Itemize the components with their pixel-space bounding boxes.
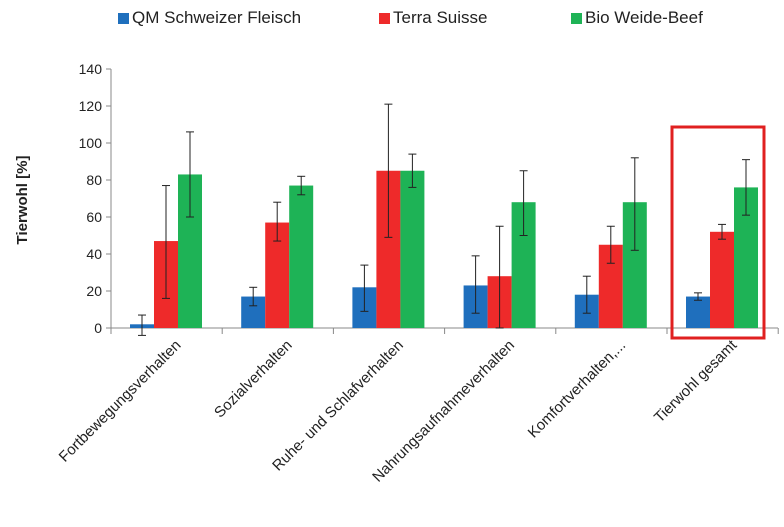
legend-item-qm: QM Schweizer Fleisch <box>118 8 301 28</box>
y-tick-label: 100 <box>79 135 103 151</box>
x-tick-label: Fortbewegungsverhalten <box>56 337 185 466</box>
highlight-box <box>670 125 766 340</box>
legend-label-qm: QM Schweizer Fleisch <box>132 8 302 27</box>
x-tick-label: Tierwohl gesamt <box>651 336 741 426</box>
x-tick-label: Komfortverhalten,... <box>525 337 630 442</box>
legend-label-bio: Bio Weide-Beef <box>585 8 703 27</box>
bar-bio <box>511 202 536 328</box>
y-tick-label: 20 <box>86 283 102 299</box>
legend-swatch-bio <box>571 12 582 24</box>
bar-bio <box>400 170 425 328</box>
y-tick-label: 80 <box>86 172 102 188</box>
legend-item-terra: Terra Suisse <box>379 8 487 28</box>
y-tick-label: 140 <box>79 61 103 77</box>
x-tick-label: Sozialverhalten <box>211 337 296 422</box>
legend-swatch-qm <box>118 12 129 24</box>
x-tick-label: Ruhe- und Schlafverhalten <box>269 337 407 475</box>
legend-item-bio: Bio Weide-Beef <box>571 8 703 28</box>
y-tick-label: 60 <box>86 209 102 225</box>
y-tick-label: 40 <box>86 246 102 262</box>
bar-terra <box>710 231 734 328</box>
y-tick-label: 0 <box>94 320 102 336</box>
legend-label-terra: Terra Suisse <box>393 8 488 27</box>
bar-bio <box>289 185 314 328</box>
y-tick-label: 120 <box>79 98 103 114</box>
legend-swatch-terra <box>379 12 390 24</box>
legend: QM Schweizer Fleisch Terra Suisse Bio We… <box>0 8 784 34</box>
bar-qm <box>686 296 710 328</box>
